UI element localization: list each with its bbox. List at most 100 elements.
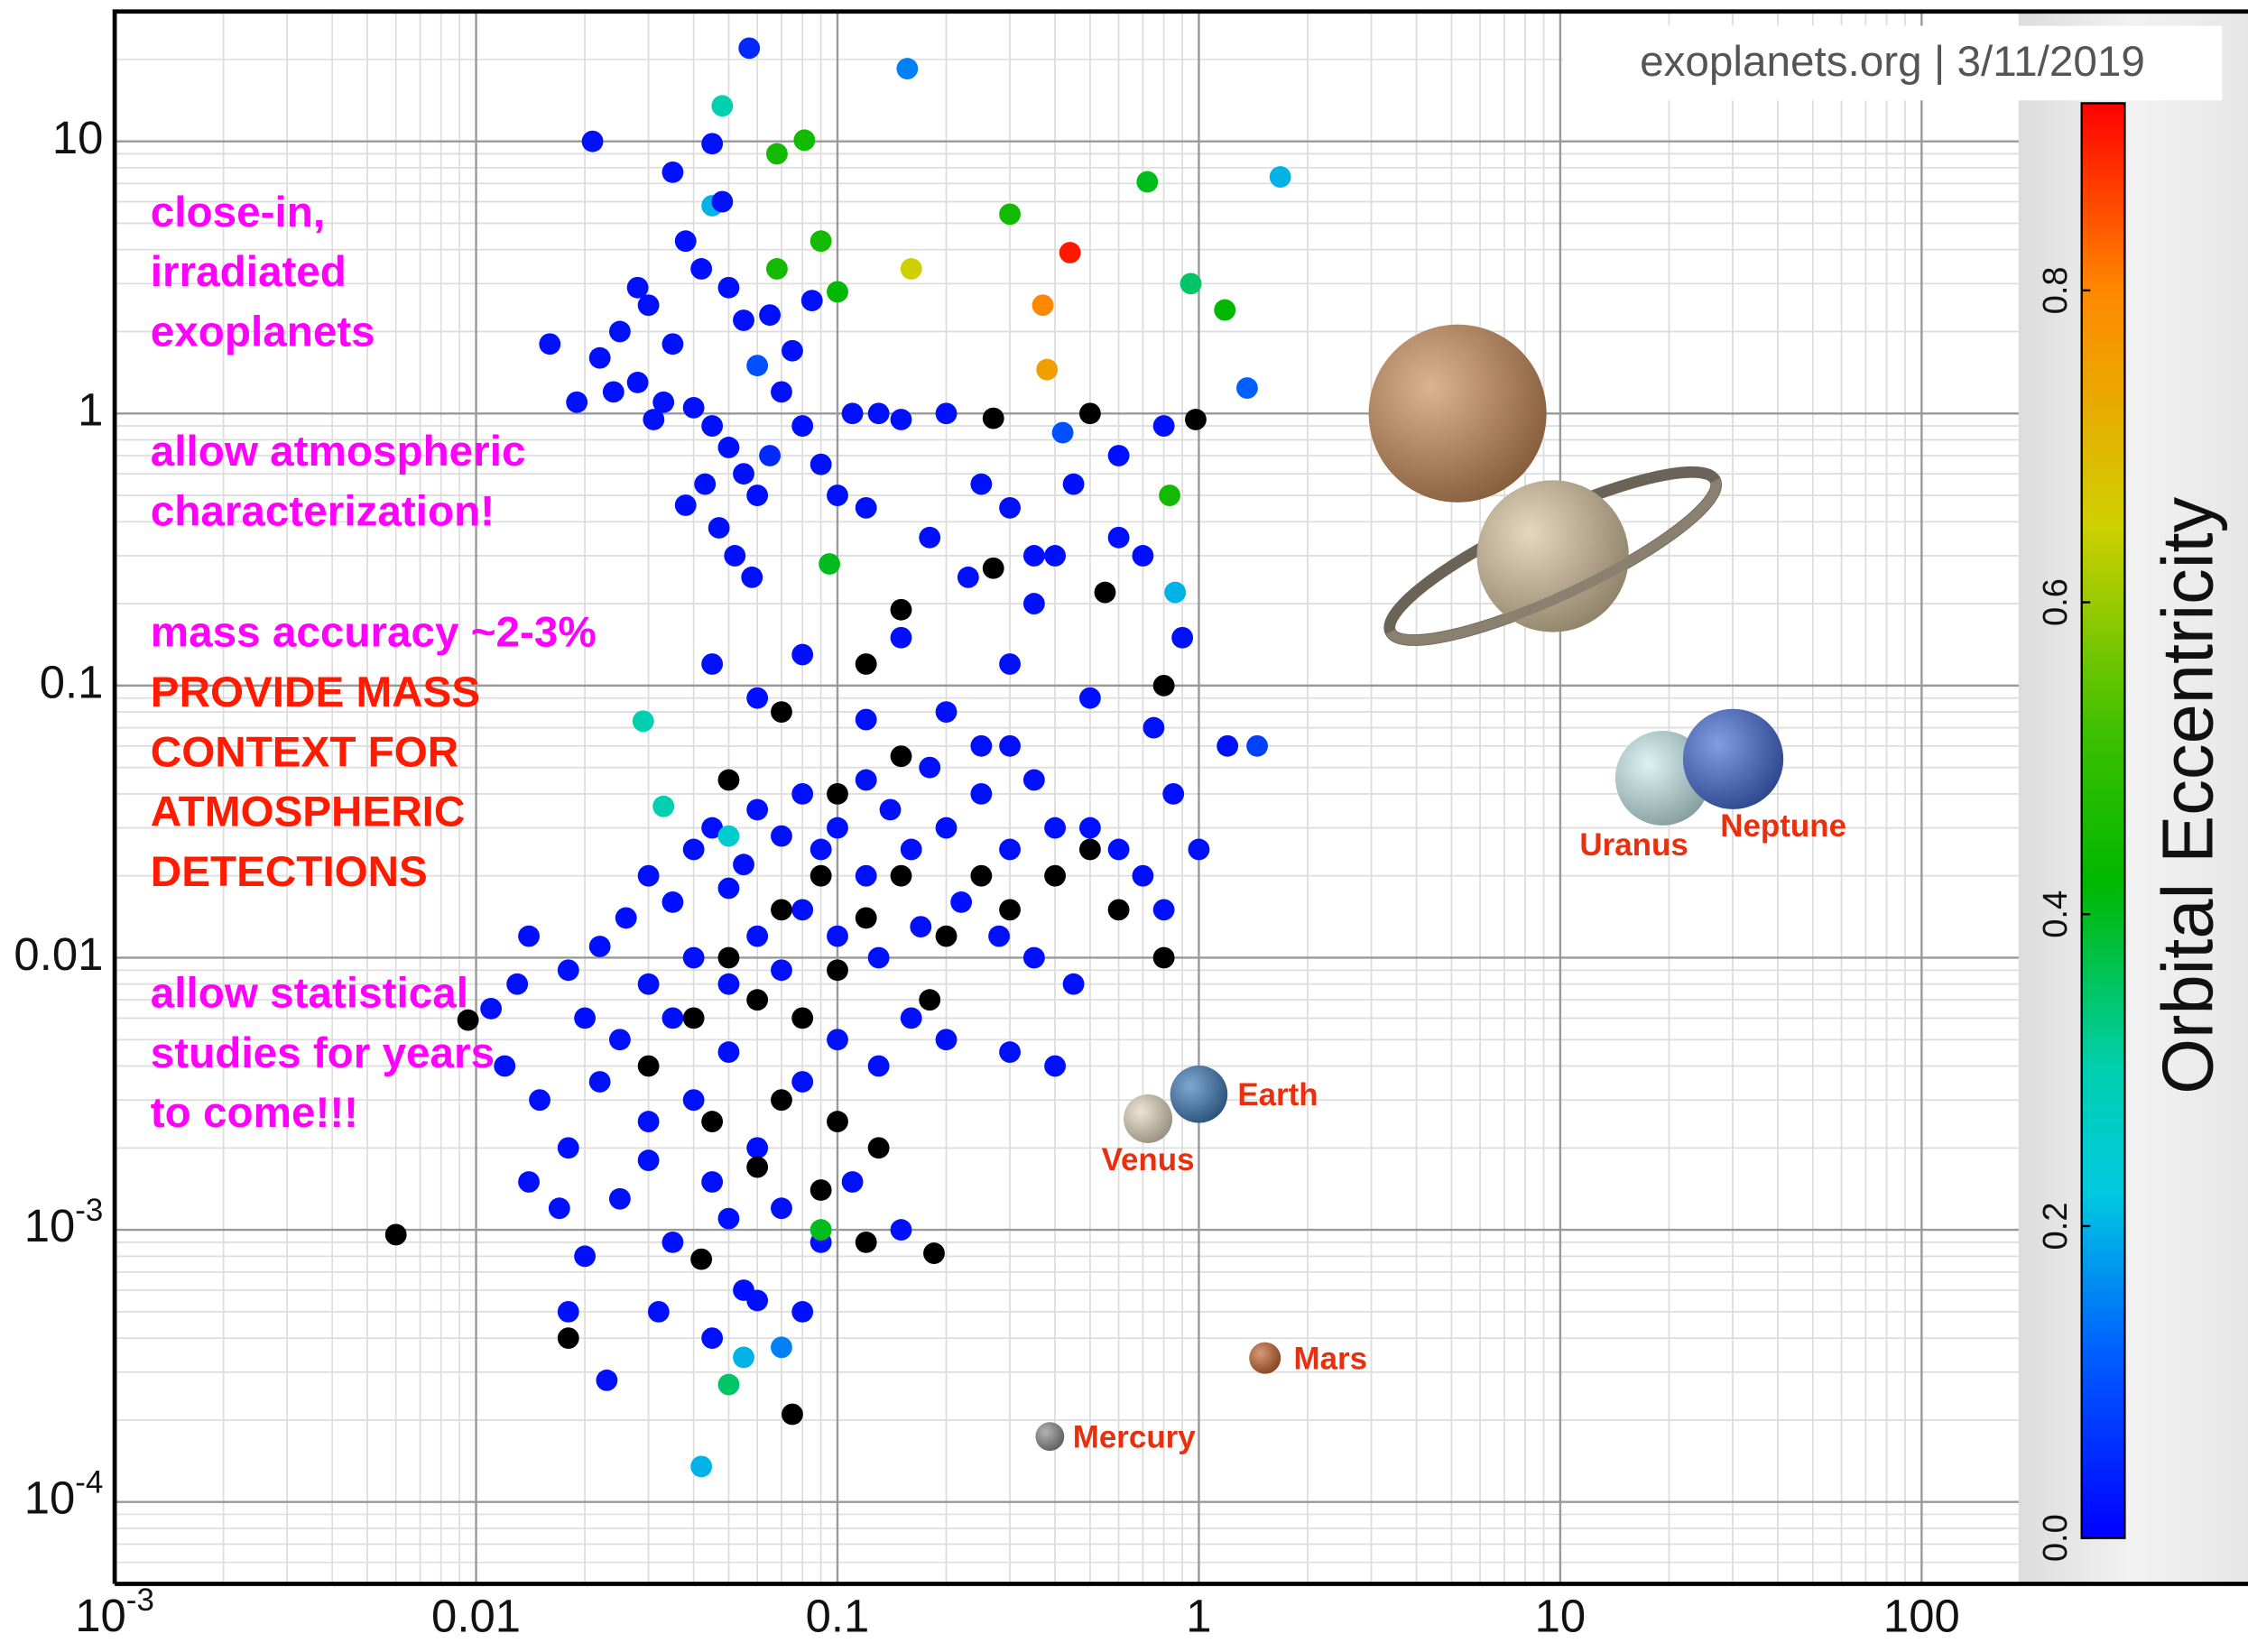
data-point [588,936,611,957]
data-point [690,258,713,280]
data-point [701,817,724,839]
data-point [1059,242,1081,263]
data-point [1269,166,1291,189]
data-point [1180,272,1202,295]
data-point [746,485,769,506]
data-point [1044,864,1067,887]
data-point [661,891,684,913]
data-point [1246,734,1268,757]
data-point [746,989,769,1011]
data-point [1185,409,1207,430]
planet-ring-front [1385,478,1722,646]
data-point [708,517,730,539]
data-point [529,1089,550,1112]
colorbar-label: Orbital Eccentricity [2148,496,2228,1094]
data-point [661,1007,684,1029]
data-point [581,130,604,152]
data-point [608,320,631,343]
data-point [637,864,660,887]
axis-frame [112,9,2248,1584]
data-point [1036,358,1059,381]
data-point [694,473,717,495]
data-point [746,798,769,821]
data-point [1188,838,1210,861]
data-point [957,566,979,588]
data-point [890,745,912,768]
data-point [1078,402,1101,425]
data-point [999,496,1021,519]
data-point [1107,899,1130,921]
data-point [1078,838,1101,861]
data-point [682,1089,705,1112]
data-point [791,1071,814,1093]
data-point [999,1041,1021,1063]
data-point [900,258,922,280]
data-point [717,877,740,900]
data-point [539,333,561,355]
planet-shade [1249,1342,1281,1374]
data-point [637,973,660,995]
planets: Uranus Neptune Venus Earth Mars Mercury [1035,324,1846,1455]
data-point [809,864,832,887]
colorbar-panel [2018,11,2248,1584]
annotation: close-in, [151,189,325,236]
data-point [999,653,1021,675]
data-point [791,1300,814,1323]
data-point [717,769,740,791]
data-point [982,557,1004,579]
data-point [652,391,675,413]
data-point [647,1300,670,1323]
data-point [1171,626,1194,649]
data-point [935,701,957,724]
data-point [637,1055,660,1077]
planet-shade [1476,480,1629,632]
data-point [615,907,637,929]
data-point [935,1029,957,1051]
data-point [701,415,724,437]
data-point [741,566,763,588]
data-point [574,1007,597,1029]
data-point [771,1336,792,1359]
data-point [970,864,993,887]
data-point [771,701,792,724]
data-point [766,143,788,165]
data-point [717,1207,740,1230]
data-point [1143,716,1165,739]
data-point [1152,674,1175,697]
data-point [1062,973,1085,995]
planet-shade [1682,708,1784,809]
planet-label: Venus [1102,1142,1195,1177]
data-point [855,907,877,929]
data-point [682,946,705,969]
data-point [809,1219,832,1241]
data-point [999,899,1021,921]
data-point [900,838,922,861]
data-point [717,946,740,969]
data-point [480,997,503,1020]
data-point [1107,526,1130,549]
data-point [701,133,724,155]
data-point [608,1029,631,1051]
data-point [608,1187,631,1210]
data-point [1132,864,1154,887]
data-point [827,959,848,982]
data-point [1078,687,1101,709]
tick-label: 0.01 [14,928,103,980]
data-point [809,453,832,475]
data-point [791,643,814,666]
data-point [1152,415,1175,437]
data-point [711,95,734,117]
tick-label: 1 [1186,1591,1211,1642]
data-point [1062,473,1085,495]
points [384,37,1291,1478]
tick-labels: 10-3 0.01 0.1 1 10 100 10-4 10-3 0.01 0.1 1 10 [14,112,1959,1642]
data-point [890,626,912,649]
planet-label: Earth [1237,1077,1318,1112]
data-point [771,381,792,403]
data-point [1094,581,1116,604]
colorbar-tick-label: 0.2 [2036,1202,2075,1250]
tick-label: 0.01 [431,1591,521,1642]
data-point [724,545,746,567]
